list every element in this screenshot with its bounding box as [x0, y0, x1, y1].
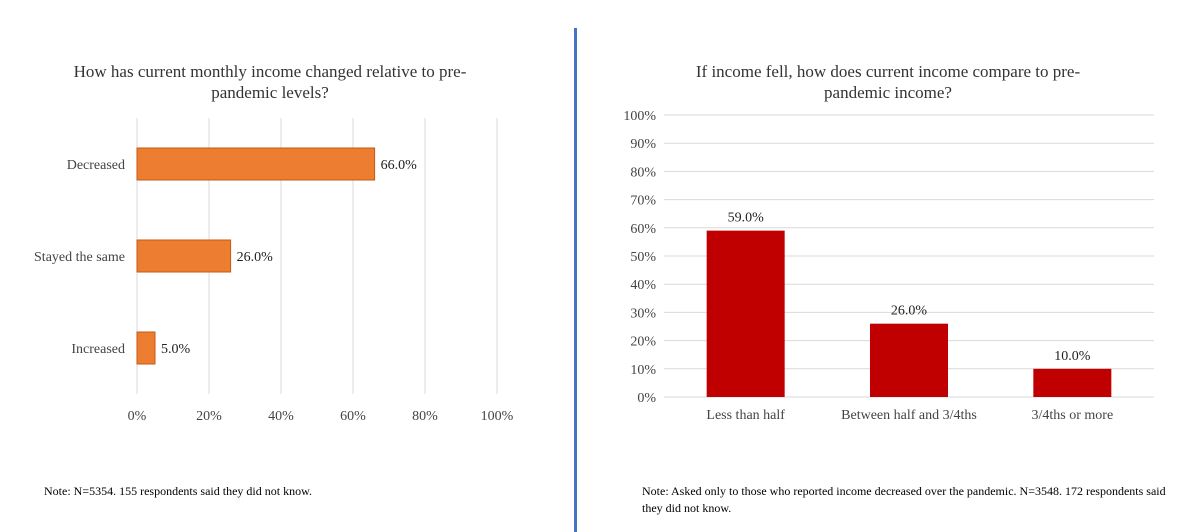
data-label: 5.0%: [161, 342, 191, 357]
left-chart-note: Note: N=5354. 155 respondents said they …: [44, 484, 312, 498]
category-label: Decreased: [67, 158, 125, 173]
x-tick-label: 80%: [412, 409, 438, 424]
right-chart-note: Note: Asked only to those who reported i…: [642, 484, 1166, 515]
category-label: 3/4ths or more: [1032, 408, 1114, 423]
data-label: 26.0%: [237, 250, 274, 265]
y-tick-label: 80%: [630, 165, 656, 180]
category-label: Increased: [71, 342, 125, 357]
right-chart-title: If income fell, how does current income …: [695, 62, 1081, 102]
y-tick-label: 60%: [630, 222, 656, 237]
data-label: 10.0%: [1054, 349, 1091, 364]
y-tick-label: 30%: [630, 306, 656, 321]
bar: [136, 239, 232, 273]
data-label: 66.0%: [381, 158, 418, 173]
y-tick-label: 50%: [630, 250, 656, 265]
category-label: Stayed the same: [34, 250, 125, 265]
left-bar-chart: 0% 20% 40% 60% 80% 100% Decreased 66.0% Stayed t…: [34, 118, 514, 424]
y-tick-label: 10%: [630, 363, 656, 378]
data-label: 26.0%: [891, 304, 928, 319]
x-tick-label: 0%: [128, 409, 147, 424]
data-label: 59.0%: [728, 211, 765, 226]
y-tick-label: 90%: [630, 137, 656, 152]
left-chart-panel: How has current monthly income changed r…: [0, 0, 575, 532]
x-tick-label: 20%: [196, 409, 222, 424]
x-tick-label: 100%: [481, 409, 514, 424]
x-tick-label: 60%: [340, 409, 366, 424]
bar: [870, 323, 948, 397]
bar: [136, 147, 376, 181]
right-chart-panel: If income fell, how does current income …: [578, 0, 1200, 532]
bar: [1033, 368, 1112, 397]
bar: [136, 331, 156, 365]
panel-divider: [574, 28, 577, 532]
bar: [706, 230, 785, 397]
y-tick-label: 70%: [630, 194, 656, 209]
right-bar-chart: 0% 10% 20% 30% 40% 50% 60% 70% 80% 90% 100% 59.0% Le…: [623, 109, 1154, 423]
x-tick-label: 40%: [268, 409, 294, 424]
category-label: Between half and 3/4ths: [841, 408, 977, 423]
y-tick-label: 40%: [630, 278, 656, 293]
left-chart-title: How has current monthly income changed r…: [73, 62, 467, 102]
category-label: Less than half: [706, 408, 785, 423]
y-tick-label: 0%: [637, 391, 656, 406]
y-tick-label: 20%: [630, 335, 656, 350]
y-tick-label: 100%: [623, 109, 656, 124]
